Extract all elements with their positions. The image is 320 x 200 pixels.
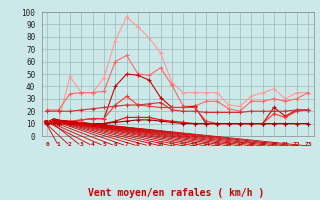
- Text: Vent moyen/en rafales ( km/h ): Vent moyen/en rafales ( km/h ): [88, 188, 264, 198]
